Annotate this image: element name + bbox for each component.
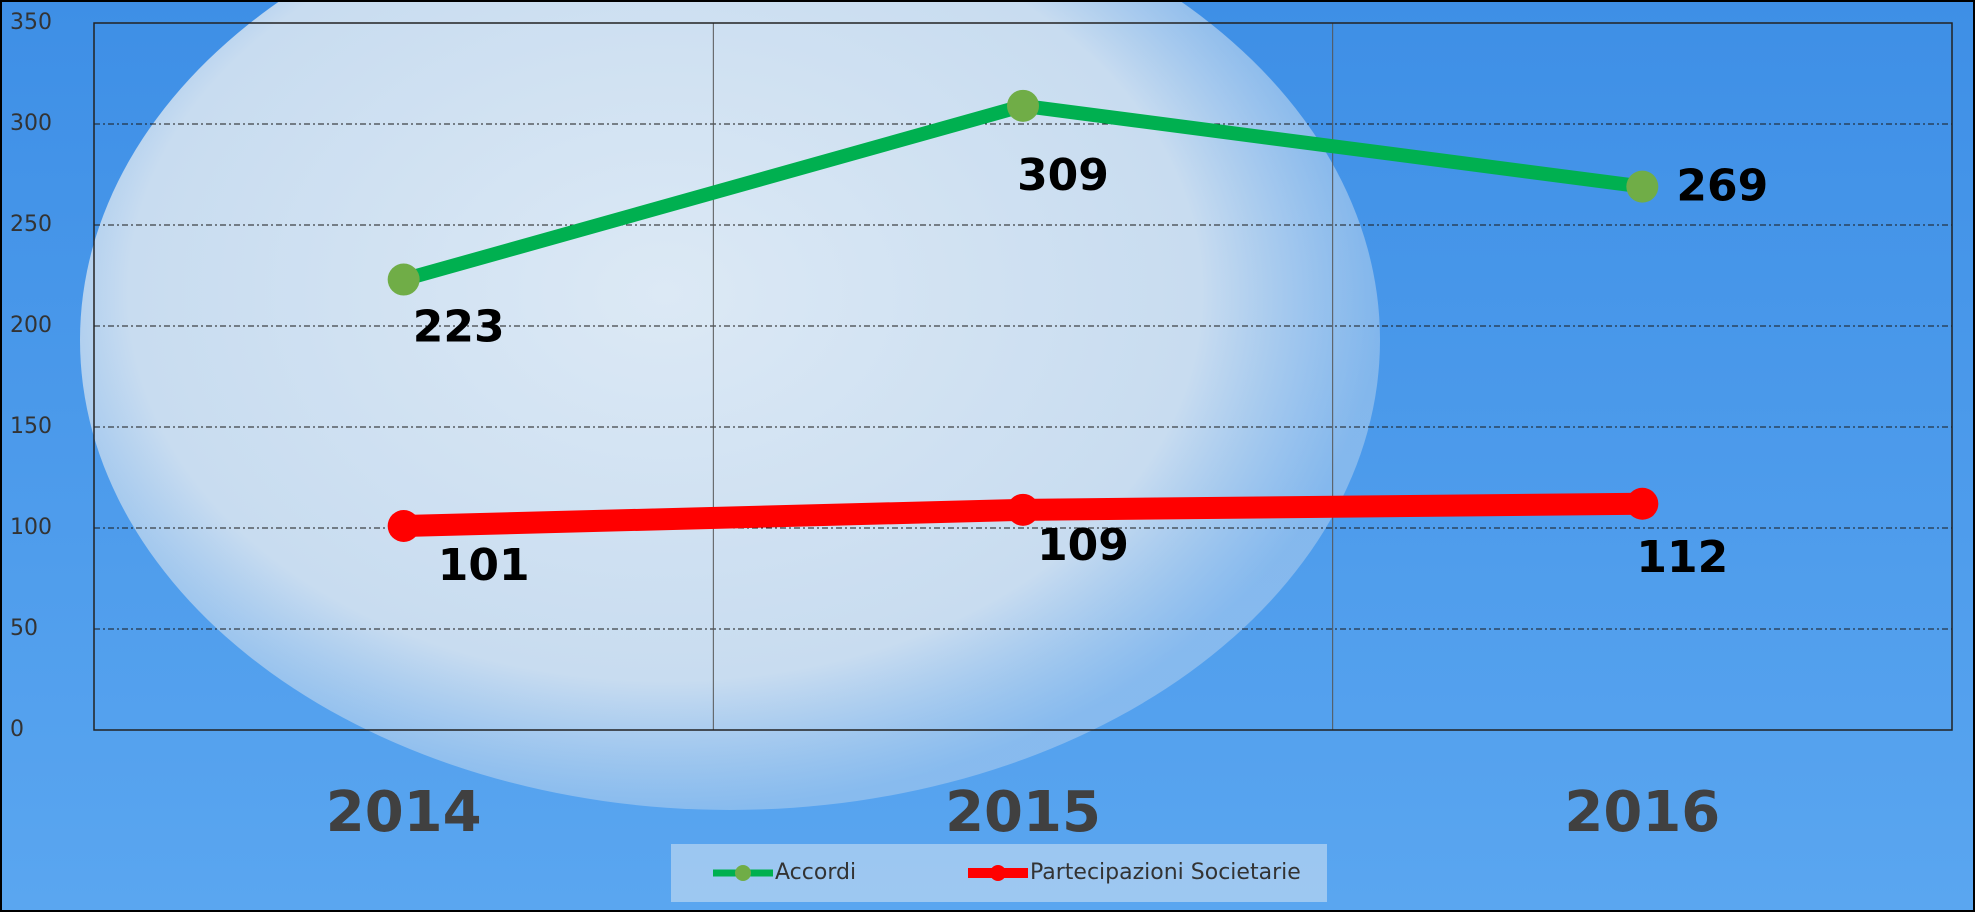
x-tick-label: 2015	[945, 780, 1101, 845]
data-label: 269	[1676, 161, 1768, 212]
point	[1007, 494, 1039, 526]
data-label: 309	[1017, 150, 1109, 201]
point	[1626, 488, 1658, 520]
y-tick-label: 250	[10, 212, 52, 237]
y-tick-label: 300	[10, 111, 52, 136]
x-tick-label: 2016	[1564, 780, 1720, 845]
legend-label: Partecipazioni Societarie	[1030, 860, 1301, 885]
y-tick-label: 50	[10, 616, 38, 641]
chart: 0 50 100 150 200 250 300 350 2014 2015 2016 223 309…	[0, 0, 1975, 912]
legend-marker	[735, 865, 751, 881]
point	[388, 510, 420, 542]
y-tick-label: 150	[10, 414, 52, 439]
data-label: 223	[413, 302, 505, 353]
point	[1626, 171, 1658, 203]
y-tick-label: 350	[10, 10, 52, 35]
data-label: 101	[438, 540, 530, 591]
y-tick-label: 200	[10, 313, 52, 338]
point	[388, 264, 420, 296]
point	[1007, 90, 1039, 122]
legend-marker	[990, 865, 1006, 881]
data-label: 109	[1037, 520, 1129, 571]
legend-label: Accordi	[775, 860, 856, 885]
y-tick-label: 0	[10, 717, 24, 742]
data-label: 112	[1636, 532, 1728, 583]
page: 0 50 100 150 200 250 300 350 2014 2015 2016 223 309…	[0, 0, 1975, 912]
y-tick-label: 100	[10, 515, 52, 540]
x-tick-label: 2014	[326, 780, 482, 845]
